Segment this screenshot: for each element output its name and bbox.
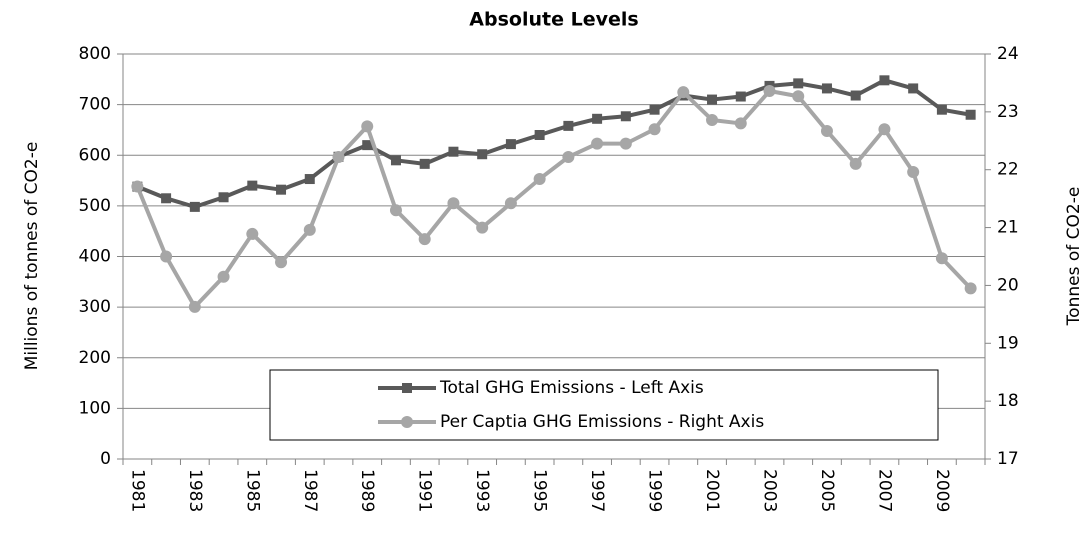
y-tick-label: 100	[79, 398, 111, 418]
marker	[447, 197, 460, 210]
marker	[362, 140, 373, 151]
marker	[734, 117, 747, 130]
y2-tick-label: 24	[997, 44, 1019, 64]
marker	[477, 149, 488, 160]
marker	[533, 172, 546, 185]
marker	[218, 192, 229, 203]
y-tick-label: 800	[79, 44, 111, 64]
marker	[131, 180, 144, 193]
marker	[534, 130, 545, 140]
marker	[735, 91, 746, 102]
marker	[562, 150, 575, 163]
x-tick-label: 2003	[760, 469, 780, 512]
legend-label: Per Captia GHG Emissions - Right Axis	[440, 412, 764, 432]
marker	[707, 94, 718, 105]
marker	[821, 83, 832, 94]
marker	[820, 124, 833, 137]
marker	[188, 300, 201, 313]
marker	[418, 233, 431, 246]
marker	[878, 123, 891, 136]
marker	[419, 158, 430, 169]
series-line	[136, 78, 971, 209]
x-tick-label: 1997	[587, 469, 607, 512]
x-tick-label: 1989	[357, 469, 377, 512]
y2-axis-label: Tonnes of CO2-e	[1064, 187, 1084, 327]
marker	[965, 109, 976, 120]
marker	[935, 252, 948, 265]
marker	[247, 180, 258, 191]
marker	[850, 90, 861, 101]
marker	[304, 174, 315, 185]
y2-tick-label: 18	[997, 391, 1019, 411]
marker	[504, 197, 517, 210]
chart-title: Absolute Levels	[469, 9, 638, 31]
y2-tick-label: 20	[997, 275, 1019, 295]
legend-label: Total GHG Emissions - Left Axis	[439, 378, 704, 398]
marker	[907, 166, 920, 179]
y2-tick-label: 17	[997, 449, 1019, 469]
marker	[217, 270, 230, 283]
x-tick-label: 2009	[932, 469, 952, 512]
marker	[189, 201, 200, 212]
x-tick-label: 1991	[415, 469, 435, 512]
marker	[592, 113, 603, 124]
marker	[706, 113, 719, 126]
y-tick-label: 400	[79, 247, 111, 267]
y-tick-label: 700	[79, 95, 111, 115]
marker	[276, 184, 287, 195]
marker	[332, 150, 345, 163]
x-tick-label: 1987	[300, 469, 320, 512]
marker	[763, 85, 776, 98]
marker	[591, 137, 604, 150]
x-tick-label: 2007	[874, 469, 894, 512]
marker	[476, 221, 489, 234]
marker	[246, 227, 259, 240]
y2-tick-label: 19	[997, 333, 1019, 353]
x-tick-label: 1995	[530, 469, 550, 512]
marker	[505, 139, 516, 150]
marker	[303, 223, 316, 236]
y2-tick-label: 22	[997, 160, 1019, 180]
marker	[620, 111, 631, 122]
marker	[563, 120, 574, 131]
x-tick-label: 1981	[127, 469, 147, 512]
y-tick-label: 0	[100, 449, 111, 469]
marker	[964, 282, 977, 295]
y-tick-label: 300	[79, 297, 111, 317]
marker	[448, 146, 459, 157]
y2-tick-label: 23	[997, 102, 1019, 122]
y-tick-label: 600	[79, 145, 111, 165]
marker	[275, 256, 288, 269]
x-tick-label: 1999	[645, 469, 665, 512]
x-tick-label: 2005	[817, 469, 837, 512]
marker	[390, 155, 401, 166]
x-tick-label: 2001	[702, 469, 722, 512]
marker	[389, 204, 402, 217]
y-axis-label: Millions of tonnes of CO2-e	[22, 142, 42, 371]
legend-box	[269, 369, 939, 441]
marker	[908, 83, 919, 94]
x-tick-label: 1983	[185, 469, 205, 512]
marker	[648, 123, 661, 136]
marker	[160, 250, 173, 263]
marker	[879, 75, 890, 86]
marker	[849, 157, 862, 170]
x-tick-label: 1985	[242, 469, 262, 512]
marker	[361, 120, 374, 133]
series-line	[135, 89, 973, 309]
x-tick-label: 1993	[472, 469, 492, 512]
marker	[649, 104, 660, 115]
y2-tick-label: 21	[997, 218, 1019, 238]
marker	[677, 86, 690, 99]
marker	[619, 137, 632, 150]
marker	[936, 104, 947, 115]
y-tick-label: 500	[79, 196, 111, 216]
y-tick-label: 200	[79, 348, 111, 368]
marker	[792, 90, 805, 103]
marker	[402, 383, 412, 393]
marker	[401, 416, 413, 428]
marker	[793, 78, 804, 89]
marker	[161, 193, 172, 204]
